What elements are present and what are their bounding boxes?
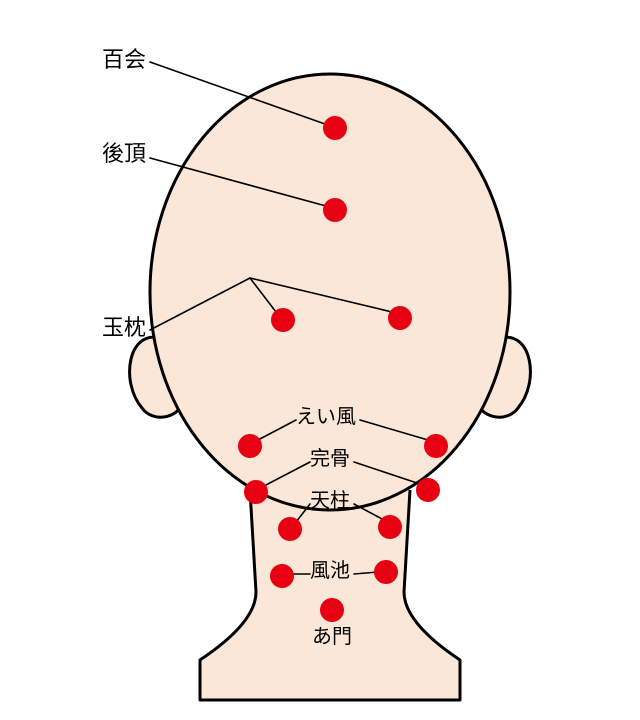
acupoint-gyokuchin_r [388, 306, 412, 330]
acupoint-hyakue [323, 116, 347, 140]
acupoint-amon [320, 598, 344, 622]
acupoint-kankotsu_l [244, 480, 268, 504]
acupoint-gocho [323, 198, 347, 222]
label-hyakue: 百会 [102, 48, 146, 72]
acupoint-diagram: 百会後頂玉枕えい風完骨天柱風池あ門 [0, 0, 640, 720]
acupoint-eifu_r [424, 434, 448, 458]
label-kankotsu: 完骨 [310, 448, 350, 470]
acupoint-tenchu_r [378, 515, 402, 539]
label-tenchu: 天柱 [310, 490, 350, 512]
acupoint-gyokuchin_l [271, 308, 295, 332]
label-gyokuchin: 玉枕 [102, 316, 146, 340]
acupoint-eifu_l [238, 434, 262, 458]
label-fuchi: 風池 [310, 560, 350, 582]
label-amon: あ門 [312, 626, 352, 648]
acupoint-kankotsu_r [416, 478, 440, 502]
acupoint-tenchu_l [278, 517, 302, 541]
label-eifu: えい風 [296, 406, 356, 428]
label-gocho: 後頂 [102, 142, 146, 166]
acupoint-fuchi_r [374, 560, 398, 584]
acupoint-fuchi_l [270, 564, 294, 588]
